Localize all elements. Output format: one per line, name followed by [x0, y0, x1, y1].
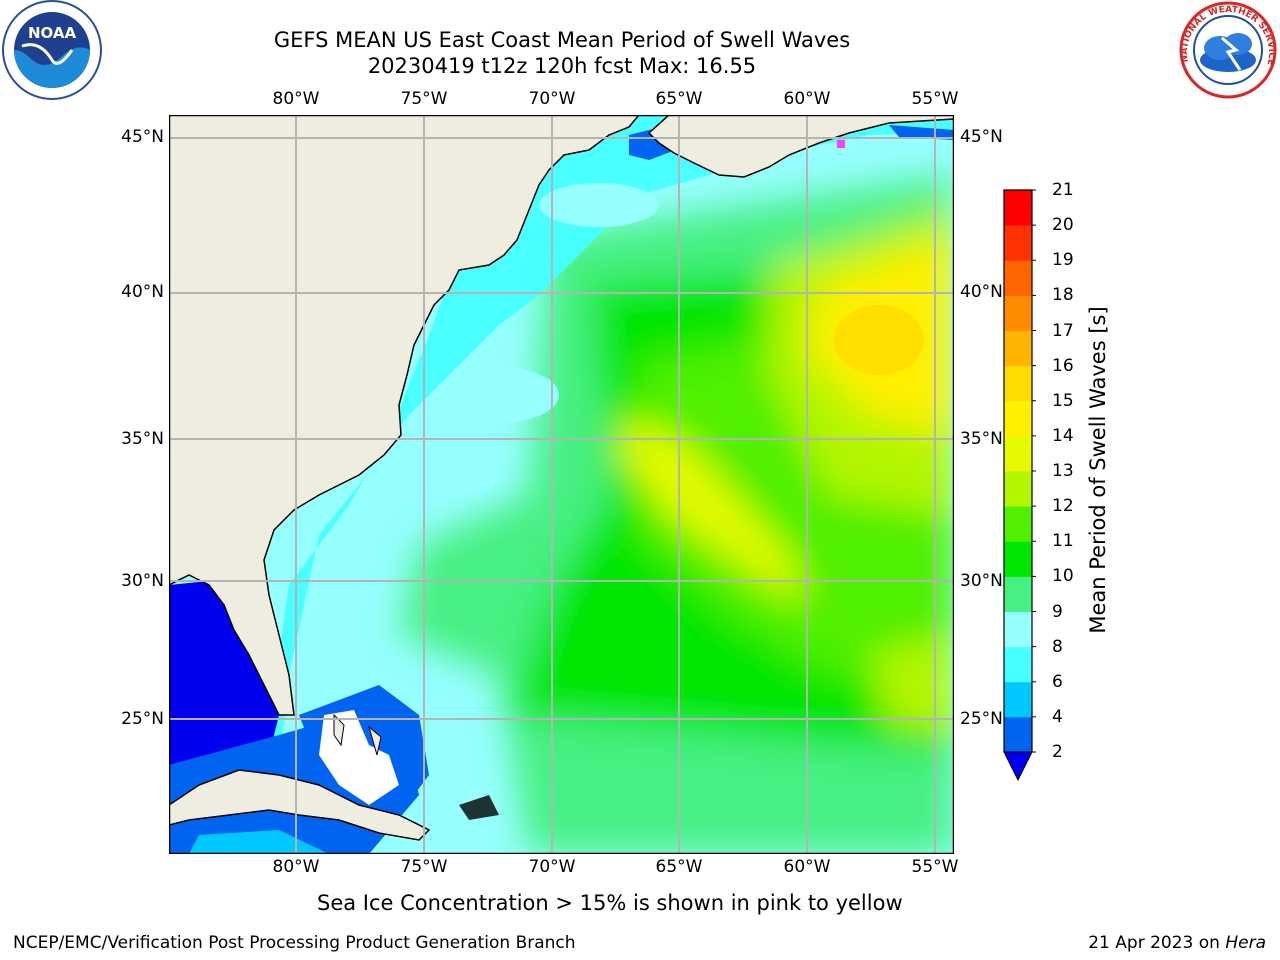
noaa-logo: NOAA [2, 0, 102, 100]
lon-label-top: 55°W [911, 89, 959, 109]
footer-date-text: 21 Apr 2023 on [1088, 933, 1226, 953]
colorbar-segment [1004, 400, 1032, 437]
colorbar-segment [1004, 611, 1032, 648]
colorbar-tick-label: 12 [1052, 496, 1074, 517]
colorbar-segment [1004, 576, 1032, 612]
colorbar-segment [1004, 225, 1032, 261]
lon-label-top: 65°W [655, 89, 703, 109]
lat-label-right: 35°N [960, 429, 1003, 449]
colorbar-segment [1004, 471, 1032, 507]
colorbar-tick-label: 14 [1052, 425, 1074, 446]
lat-label-left: 30°N [121, 571, 164, 591]
colorbar-segment [1004, 435, 1032, 472]
colorbar [1003, 189, 1036, 782]
nws-logo: NATIONAL WEATHER SERVICE [1179, 1, 1277, 99]
colorbar-title: Mean Period of Swell Waves [s] [1086, 306, 1110, 634]
lat-label-right: 45°N [960, 127, 1003, 147]
colorbar-tick-label: 6 [1052, 671, 1063, 692]
sea-ice-note: Sea Ice Concentration > 15% is shown in … [317, 891, 903, 915]
colorbar-tick-label: 18 [1052, 285, 1074, 306]
colorbar-segment [1004, 365, 1032, 402]
lon-label-top: 80°W [272, 89, 320, 109]
colorbar-tick-label: 11 [1052, 531, 1074, 552]
canada-land [647, 115, 954, 178]
colorbar-tick-label: 15 [1052, 390, 1074, 411]
lat-label-right: 25°N [960, 709, 1003, 729]
colorbar-tick-label: 20 [1052, 215, 1074, 236]
lon-label-bottom: 55°W [911, 857, 959, 877]
colorbar-tick-label: 9 [1052, 601, 1063, 622]
lon-label-top: 70°W [528, 89, 576, 109]
colorbar-segment [1004, 716, 1032, 753]
chart-title: GEFS MEAN US East Coast Mean Period of S… [273, 28, 851, 52]
lon-label-top: 75°W [400, 89, 448, 109]
lon-label-top: 60°W [783, 89, 831, 109]
colorbar-segment [1004, 330, 1032, 367]
colorbar-tick-label: 19 [1052, 250, 1074, 271]
colorbar-segment [1004, 260, 1032, 296]
colorbar-segment [1004, 506, 1032, 542]
colorbar-segment [1004, 541, 1032, 577]
colorbar-tick-label: 10 [1052, 566, 1074, 587]
lon-label-bottom: 60°W [783, 857, 831, 877]
colorbar-tick-label: 16 [1052, 355, 1074, 376]
colorbar-tick-label: 13 [1052, 461, 1074, 481]
cuba-land [169, 769, 431, 841]
lon-label-bottom: 75°W [400, 857, 448, 877]
lat-label-left: 35°N [121, 429, 164, 449]
colorbar-under-arrow [1003, 751, 1033, 782]
field-12-13-se [869, 635, 954, 735]
colorbar-tick-label: 8 [1052, 636, 1063, 657]
lat-label-left: 45°N [121, 127, 164, 147]
colorbar-tick-label: 17 [1052, 320, 1074, 341]
field-13-14-swath [619, 415, 809, 605]
lat-label-left: 25°N [121, 709, 164, 729]
lon-label-bottom: 80°W [272, 857, 320, 877]
graticule [169, 115, 954, 854]
footer-machine: Hera [1225, 933, 1266, 953]
footer-credit: NCEP/EMC/Verification Post Processing Pr… [13, 933, 576, 953]
field-15-16-patch [834, 305, 924, 375]
colorbar-tick-label: 2 [1052, 742, 1063, 762]
us-east-coast-land [169, 115, 640, 716]
colorbar-segment [1004, 646, 1032, 683]
chart-subtitle: 20230419 t12z 120h fcst Max: 16.55 [367, 54, 757, 78]
noaa-logo-text: NOAA [28, 24, 77, 42]
lon-label-bottom: 70°W [528, 857, 576, 877]
lat-label-right: 30°N [960, 571, 1003, 591]
footer-date: 21 Apr 2023 on Hera [1088, 933, 1266, 953]
lat-label-left: 40°N [121, 282, 164, 302]
colorbar-segment [1004, 681, 1032, 718]
colorbar-tick-label: 4 [1052, 706, 1063, 727]
colorbar-segment [1004, 190, 1032, 226]
colorbar-tick-label: 21 [1052, 180, 1074, 200]
colorbar-segment [1004, 295, 1032, 331]
lon-label-bottom: 65°W [655, 857, 703, 877]
lat-label-right: 40°N [960, 282, 1003, 302]
map-panel [169, 115, 954, 854]
